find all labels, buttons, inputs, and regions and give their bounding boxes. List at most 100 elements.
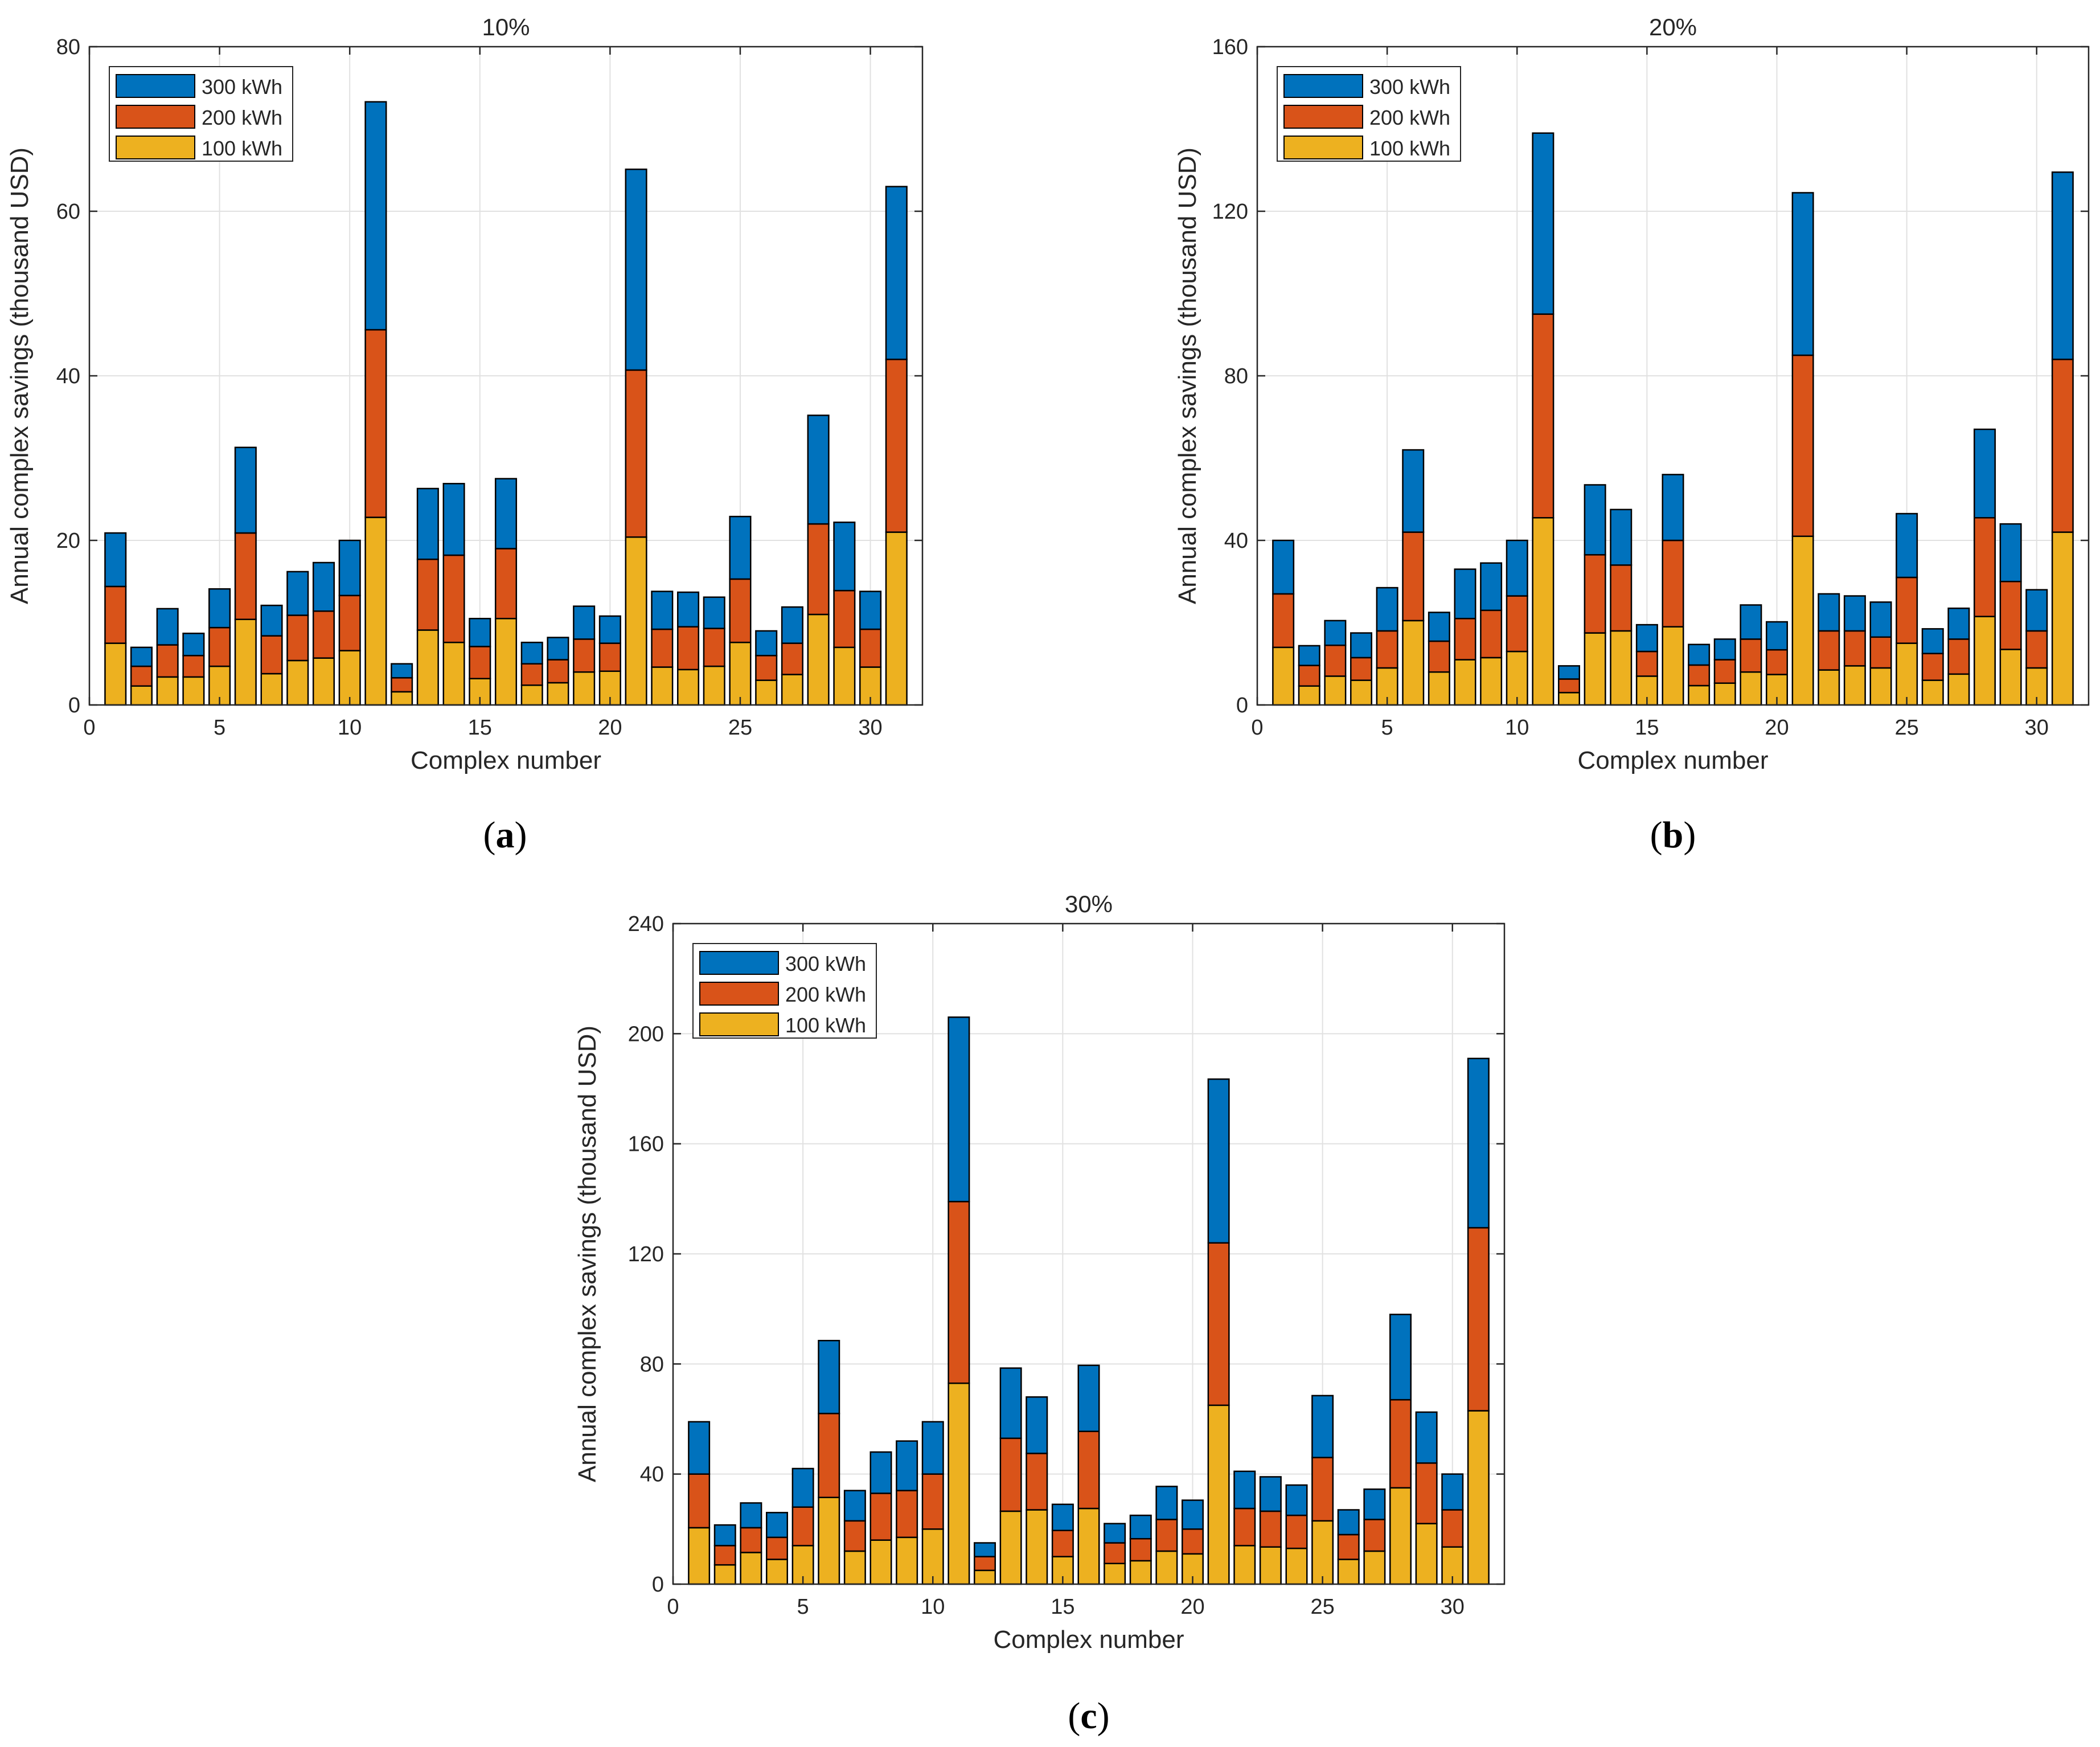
chart-title: 20%	[1649, 14, 1697, 40]
bar-segment	[999, 1437, 1022, 1512]
bar-segment	[1350, 657, 1372, 681]
bar-segment	[1843, 665, 1866, 706]
bar-segment	[1869, 636, 1892, 669]
bar-segment	[1921, 653, 1944, 681]
x-tick-label: 15	[1635, 716, 1659, 740]
bar-segment	[391, 663, 413, 679]
bar-segment	[1766, 649, 1788, 675]
bar-segment	[1999, 649, 2022, 706]
bar-segment	[896, 1490, 918, 1539]
bar-segment	[469, 646, 491, 680]
bar-segment	[1389, 1487, 1412, 1585]
bar-segment	[1337, 1509, 1360, 1536]
bar-segment	[1298, 665, 1320, 687]
bar-segment	[1947, 638, 1970, 675]
bar-segment	[1974, 517, 1996, 617]
bar-segment	[1558, 692, 1580, 706]
bar-segment	[1843, 630, 1866, 667]
panel-label-a: (a)	[483, 814, 527, 856]
bar-segment	[2051, 358, 2074, 533]
bar-segment	[1311, 1520, 1334, 1585]
bar-segment	[1610, 630, 1633, 706]
bar-segment	[921, 1473, 944, 1530]
bar-segment	[843, 1490, 866, 1522]
bar-segment	[651, 666, 674, 706]
x-tick-label: 20	[1180, 1595, 1204, 1619]
bar-segment	[1584, 632, 1606, 706]
bar-segment	[1272, 539, 1295, 595]
bar-segment	[1662, 539, 1684, 628]
bar-segment	[1869, 667, 1892, 706]
bar-segment	[740, 1527, 762, 1553]
bar-segment	[1104, 1563, 1126, 1585]
bar-segment	[1233, 1470, 1256, 1510]
y-tick-label: 40	[640, 1463, 664, 1487]
bar-segment	[338, 650, 361, 706]
bar-segment	[234, 446, 257, 534]
bar-segment	[713, 1524, 736, 1547]
bar-segment	[1272, 593, 1295, 649]
bar-segment	[1558, 665, 1580, 680]
bar-segment	[520, 684, 543, 706]
bar-segment	[791, 1467, 814, 1508]
bar-segment	[494, 548, 518, 620]
legend-entry: 100 kWh	[785, 1014, 866, 1037]
bar-segment	[104, 532, 127, 588]
bar-segment	[364, 329, 387, 518]
bar-segment	[921, 1528, 944, 1585]
bar-segment	[688, 1421, 711, 1475]
bar-segment	[286, 571, 309, 616]
bar-segment	[1818, 630, 1840, 671]
bar-segment	[1428, 640, 1450, 673]
x-tick-label: 15	[468, 716, 492, 740]
bar-segment	[2051, 531, 2074, 706]
bar-segment	[156, 676, 179, 706]
bar-segment	[999, 1367, 1022, 1440]
bar-segment	[1662, 474, 1684, 542]
x-tick-label: 25	[728, 716, 752, 740]
bar-segment	[1104, 1542, 1126, 1564]
bar-segment	[182, 655, 205, 678]
legend-entry: 200 kWh	[202, 106, 282, 129]
bar-segment	[1298, 645, 1320, 666]
bar-segment	[494, 478, 518, 549]
bar-segment	[651, 628, 674, 668]
chart-panel-a: 0 5 10 15 20 25 30 0 20 40 60 80 10% Complex number An…	[6, 14, 924, 774]
bar-segment	[1999, 581, 2022, 650]
legend-entry: 100 kWh	[1369, 137, 1450, 160]
bar-segment	[364, 101, 387, 331]
y-tick-label: 120	[1212, 200, 1248, 224]
bar-segment	[208, 588, 231, 629]
bar-segment	[688, 1527, 711, 1585]
bar-segment	[1740, 604, 1762, 640]
bar-segment	[104, 642, 127, 706]
x-tick-label: 10	[921, 1595, 945, 1619]
bar-segment	[729, 641, 752, 706]
legend-entry: 300 kWh	[202, 75, 282, 99]
bar-segment	[1051, 1503, 1074, 1531]
bar-segment	[1363, 1550, 1386, 1585]
bar-segment	[130, 685, 153, 706]
bar-segment	[1532, 517, 1555, 706]
bar-segment	[391, 691, 413, 706]
bars	[104, 101, 908, 706]
bar-segment	[1077, 1430, 1100, 1510]
x-tick-label: 20	[1765, 716, 1789, 740]
bar-segment	[1584, 484, 1606, 556]
bar-segment	[1441, 1509, 1464, 1548]
panel-label-c: (c)	[1068, 1695, 1109, 1737]
y-tick-label: 200	[628, 1022, 664, 1046]
bar-segment	[1104, 1523, 1126, 1544]
bar-segment	[1207, 1078, 1230, 1244]
bar-segment	[1635, 650, 1658, 677]
bar-segment	[1454, 568, 1476, 620]
bar-segment	[1363, 1488, 1386, 1520]
bar-segment	[1285, 1547, 1308, 1585]
y-tick-label: 240	[628, 912, 664, 936]
bar-segment	[818, 1413, 840, 1498]
bar-segment	[2051, 171, 2074, 360]
bar-segment	[1532, 313, 1555, 519]
bar-segment	[1337, 1559, 1360, 1585]
chart-title: 30%	[1065, 891, 1113, 917]
